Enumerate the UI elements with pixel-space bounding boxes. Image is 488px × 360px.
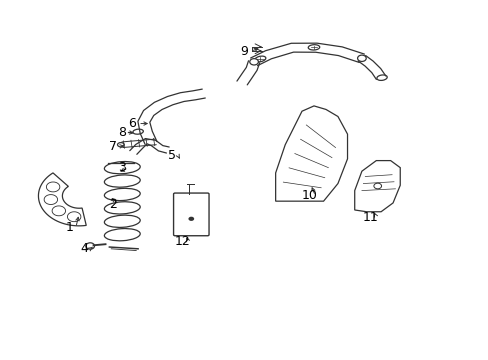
Text: 11: 11 [362,211,377,224]
Text: 1: 1 [65,221,73,234]
Text: 5: 5 [167,149,175,162]
Text: 8: 8 [118,126,126,139]
Text: 7: 7 [108,140,117,153]
Text: 4: 4 [80,242,88,255]
Circle shape [357,55,366,62]
Text: 2: 2 [108,198,117,211]
Circle shape [188,217,194,221]
Text: 10: 10 [301,189,317,202]
Text: 9: 9 [240,45,248,58]
Circle shape [249,59,258,65]
Text: 3: 3 [118,161,126,174]
Text: 12: 12 [174,235,190,248]
Text: 6: 6 [128,117,136,130]
